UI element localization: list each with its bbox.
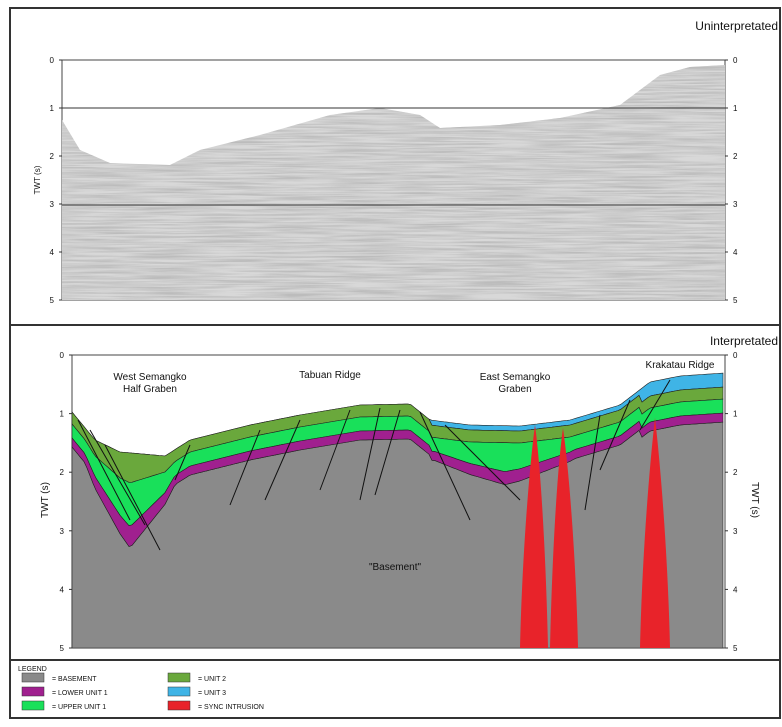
- legend-label: = LOWER UNIT 1: [52, 690, 108, 697]
- axis-tick-label: 0: [50, 56, 55, 65]
- axis-tick-label: 5: [50, 296, 55, 305]
- axis-tick-label: 3: [60, 527, 65, 536]
- legend-swatch: [22, 673, 44, 682]
- figure: Uninterpretated TWT (s) Interpretated TW…: [0, 0, 782, 722]
- axis-tick-label: 2: [733, 468, 738, 477]
- axis-tick-label: 4: [50, 248, 55, 257]
- legend-title: LEGEND: [18, 666, 47, 673]
- legend-swatch: [168, 673, 190, 682]
- axis-tick-label: 4: [60, 585, 65, 594]
- axis-title: TWT (s): [40, 482, 51, 518]
- annotation: Krakatau Ridge: [646, 360, 715, 371]
- legend-label: = UNIT 3: [198, 690, 226, 697]
- axis-tick-label: 3: [733, 527, 738, 536]
- axis-tick-label: 2: [60, 468, 65, 477]
- axis-tick-label: 3: [733, 200, 738, 209]
- axis-tick-label: 2: [50, 152, 55, 161]
- axis-title: TWT (s): [33, 165, 42, 194]
- annotation: West Semangko: [113, 372, 187, 383]
- axis-tick-label: 0: [60, 351, 65, 360]
- axis-tick-label: 0: [733, 351, 738, 360]
- legend-swatch: [22, 701, 44, 710]
- legend-swatch: [22, 687, 44, 696]
- axis-tick-label: 4: [733, 585, 738, 594]
- legend-label: = UPPER UNIT 1: [52, 704, 106, 711]
- axis-tick-label: 5: [733, 296, 738, 305]
- axis-tick-label: 1: [50, 104, 55, 113]
- axis-tick-label: 5: [733, 644, 738, 653]
- panel-label: Uninterpretated: [695, 19, 778, 33]
- legend-label: = BASEMENT: [52, 676, 97, 683]
- axis-tick-label: 1: [733, 410, 738, 419]
- axis-tick-label: 0: [733, 56, 738, 65]
- uninterpreted-panel: Uninterpretated TWT (s): [33, 19, 778, 300]
- annotation: "Basement": [369, 562, 422, 573]
- legend-label: = UNIT 2: [198, 676, 226, 683]
- annotation: Graben: [498, 384, 531, 395]
- annotation: Half Graben: [123, 384, 177, 395]
- annotation: Tabuan Ridge: [299, 370, 361, 381]
- axis-tick-label: 4: [733, 248, 738, 257]
- legend-label: = SYNC INTRUSION: [198, 704, 264, 711]
- annotation: East Semangko: [480, 372, 551, 383]
- axis-tick-label: 3: [50, 200, 55, 209]
- axis-tick-label: 5: [60, 644, 65, 653]
- panel-label: Interpretated: [710, 334, 778, 348]
- axis-title: TWT (s): [749, 482, 760, 518]
- interpreted-panel: Interpretated TWT (s) TWT (s) West Seman…: [40, 334, 778, 648]
- legend-swatch: [168, 701, 190, 710]
- axis-tick-label: 1: [60, 410, 65, 419]
- axis-tick-label: 2: [733, 152, 738, 161]
- legend-swatch: [168, 687, 190, 696]
- axis-tick-label: 1: [733, 104, 738, 113]
